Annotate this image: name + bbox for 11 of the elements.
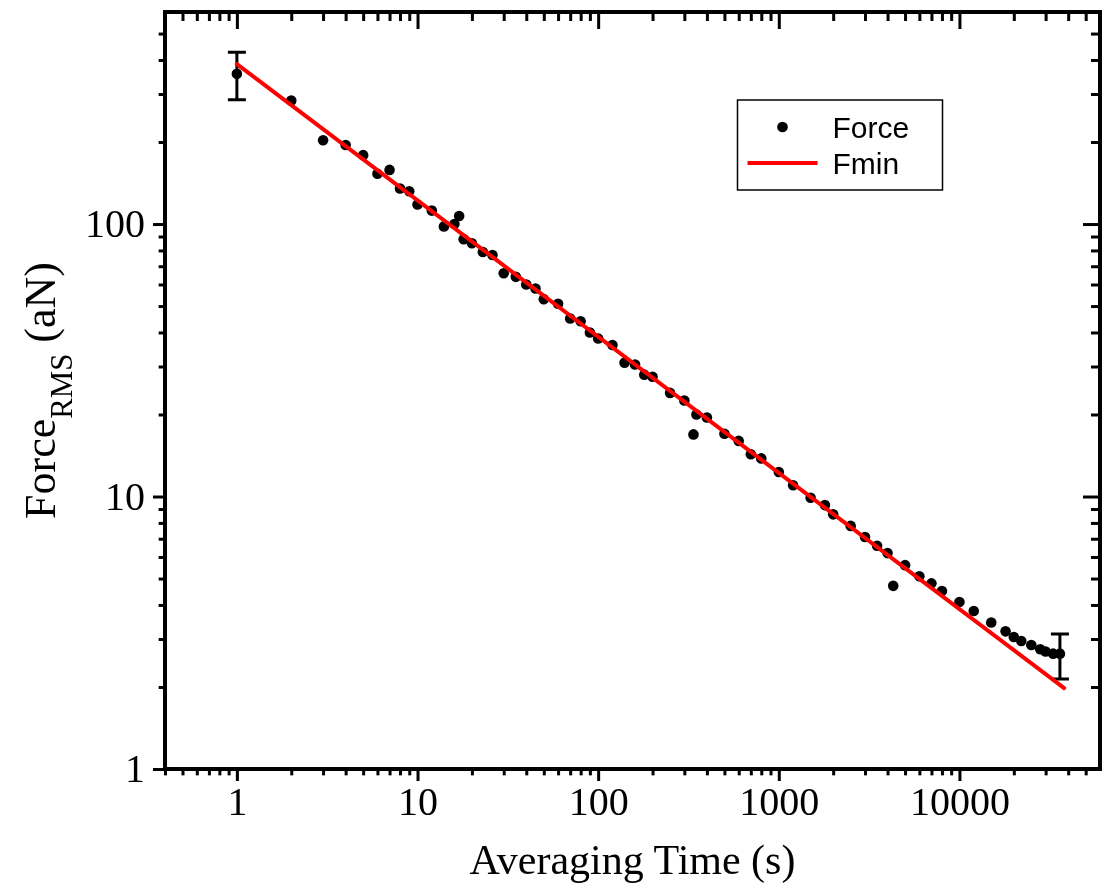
x-tick-label: 1000	[739, 779, 820, 825]
legend-label: Fmin	[832, 146, 900, 180]
legend-label: Force	[832, 110, 910, 144]
x-tick-label: 1	[227, 779, 248, 825]
x-tick-label: 100	[568, 779, 629, 825]
y-tick-label: 1	[125, 746, 145, 792]
x-tick-label: 10	[398, 779, 439, 825]
y-tick-label: 100	[85, 201, 145, 247]
y-tick-label: 10	[105, 473, 145, 519]
x-tick-label: 10000	[909, 779, 1010, 825]
x-axis-title: Averaging Time (s)	[469, 837, 796, 884]
